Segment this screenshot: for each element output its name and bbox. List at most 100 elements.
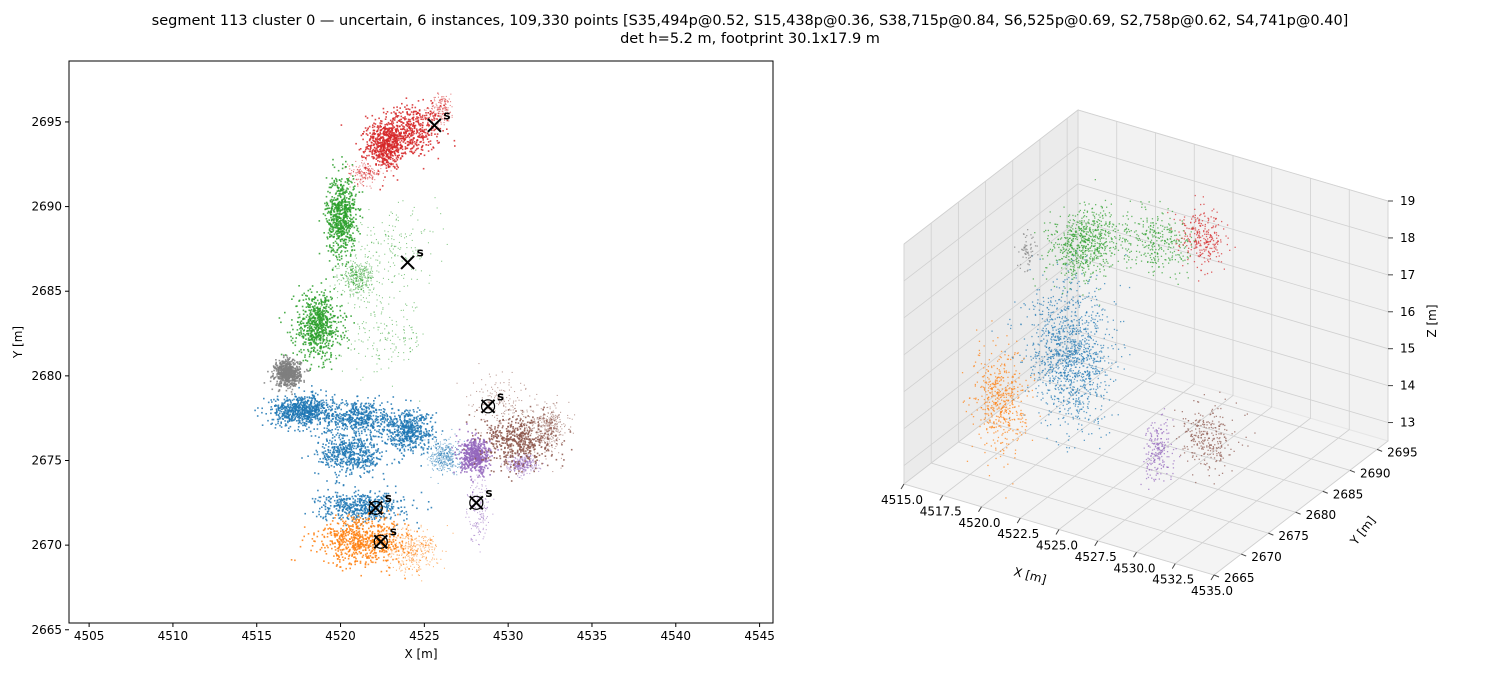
data-point: [371, 355, 373, 357]
data-point: [375, 173, 377, 175]
data-point: [380, 322, 382, 324]
data-point: [359, 275, 361, 277]
data-point: [269, 380, 272, 383]
data-point: [323, 407, 326, 409]
data-point: [379, 188, 381, 191]
data-point: [337, 335, 339, 337]
data-point: [413, 130, 415, 133]
data-point: [406, 104, 408, 107]
data-point: [407, 285, 409, 287]
data-point: [291, 384, 293, 386]
data-point: [328, 347, 331, 350]
data-point: [347, 208, 349, 210]
data-point: [379, 261, 381, 263]
data-point: [374, 315, 376, 317]
data-point: [284, 382, 286, 385]
data-point: [316, 331, 318, 334]
data-point: [338, 279, 340, 281]
data-point: [391, 238, 393, 240]
data-point: [398, 139, 400, 141]
data-point: [270, 408, 272, 411]
data-point: [373, 146, 376, 149]
data-point: [283, 398, 286, 401]
data-point: [365, 174, 367, 176]
data-point: [346, 337, 349, 339]
data-point: [403, 337, 405, 339]
data-point: [372, 348, 374, 350]
data-point: [362, 287, 364, 289]
data-point: [433, 117, 435, 119]
data-point: [298, 404, 300, 407]
data-point: [394, 154, 397, 157]
data-point: [357, 185, 359, 187]
data-point: [311, 323, 314, 326]
data-point: [373, 342, 375, 344]
data-point: [352, 276, 354, 278]
data-point: [346, 244, 349, 246]
data-point: [375, 172, 377, 174]
data-point: [387, 231, 389, 233]
data-point: [345, 189, 348, 191]
data-point: [378, 117, 380, 120]
data-point: [415, 144, 418, 146]
data-point: [382, 143, 384, 145]
data-point: [278, 385, 280, 387]
data-point: [309, 311, 312, 314]
data-point: [387, 145, 389, 148]
data-point: [335, 225, 338, 227]
data-point: [369, 148, 371, 151]
data-point: [350, 416, 352, 419]
data-point: [343, 224, 345, 226]
data-point: [374, 141, 376, 143]
data-point: [433, 119, 435, 121]
data-point: [322, 363, 325, 366]
data-point: [379, 144, 381, 147]
data-point: [354, 174, 356, 176]
data-point: [340, 230, 342, 233]
data-point: [314, 411, 316, 413]
data-point: [420, 270, 422, 272]
data-point: [299, 419, 301, 422]
data-point: [324, 332, 327, 334]
data-point: [405, 132, 407, 134]
data-point: [364, 271, 366, 273]
data-point: [294, 418, 296, 421]
data-point: [342, 198, 345, 200]
data-point: [383, 323, 385, 325]
data-point: [275, 364, 278, 367]
data-point: [365, 133, 368, 135]
data-point: [377, 259, 379, 261]
data-point: [313, 310, 316, 312]
data-point: [376, 130, 379, 132]
data-point: [416, 139, 419, 141]
data-point: [313, 415, 316, 418]
data-point: [391, 257, 393, 259]
data-point: [358, 266, 360, 268]
data-point: [302, 299, 305, 301]
data-point: [421, 136, 423, 139]
data-point: [360, 286, 362, 288]
data-point: [291, 319, 293, 321]
data-point: [355, 274, 358, 276]
data-point: [376, 363, 378, 365]
data-point: [384, 419, 387, 421]
data-point: [384, 125, 386, 128]
data-point: [351, 263, 353, 265]
data-point: [315, 414, 317, 417]
data-point: [367, 272, 369, 274]
data-point: [364, 266, 366, 268]
data-point: [276, 380, 278, 383]
data-point: [418, 134, 420, 137]
data-point: [384, 129, 386, 131]
data-point: [392, 145, 395, 148]
data-point: [328, 228, 331, 231]
data-point: [409, 142, 412, 144]
data-point: [363, 273, 365, 275]
data-point: [364, 167, 366, 169]
data-point: [302, 424, 304, 427]
data-point: [388, 331, 390, 333]
data-point: [420, 135, 423, 138]
data-point: [357, 178, 359, 180]
data-point: [267, 419, 269, 422]
data-point: [298, 366, 301, 368]
